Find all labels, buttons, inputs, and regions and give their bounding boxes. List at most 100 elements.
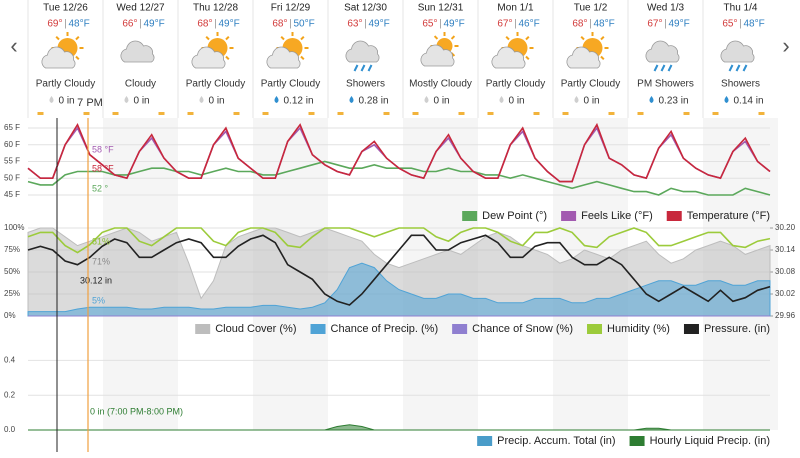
- y-tick-label: 0.4: [4, 356, 16, 365]
- low-temp: 49°F: [369, 19, 390, 30]
- sun-ray: [205, 35, 210, 41]
- next-arrow[interactable]: ›: [782, 33, 789, 58]
- legend-swatch: [561, 211, 577, 221]
- series-line: [27, 122, 771, 183]
- legend-swatch: [195, 324, 211, 334]
- legend-label: Chance of Precip. (%): [331, 323, 439, 335]
- condition: Partly Cloudy: [561, 79, 620, 90]
- high-temp: 65°: [422, 19, 437, 30]
- low-temp: 48°F: [594, 19, 615, 30]
- low-temp: 49°F: [219, 19, 240, 30]
- y2-tick-label: 30.14: [775, 245, 796, 254]
- cloud: [41, 46, 76, 69]
- precip-amount: 0.23 in: [659, 96, 689, 107]
- day-card: Sun 12/31 65° | 49°F Mostly Cloudy 0 in: [409, 3, 472, 115]
- condition: Mostly Cloudy: [409, 79, 472, 90]
- y-tick-label: 65 F: [4, 123, 20, 132]
- sun-marker: [562, 112, 569, 115]
- temp-sep: |: [289, 19, 292, 30]
- precip-amount: 0 in: [584, 96, 600, 107]
- y-tick-label: 0%: [4, 311, 16, 320]
- annotation: 71%: [92, 256, 110, 266]
- precip-amount: 0.12 in: [284, 96, 314, 107]
- y-tick-label: 50 F: [4, 173, 20, 182]
- precip-drop: [499, 96, 504, 103]
- temp-sep: |: [514, 19, 517, 30]
- day-label: Tue 12/26: [43, 3, 88, 14]
- cloud: [120, 40, 155, 63]
- sun-ray: [75, 55, 80, 61]
- annotation: 58 °F: [92, 144, 114, 154]
- sun-ray: [225, 35, 230, 41]
- y2-tick-label: 30.20: [775, 223, 796, 232]
- legend-label: Cloud Cover (%): [215, 323, 296, 335]
- y-tick-label: 0.0: [4, 425, 16, 434]
- sun-ray: [505, 35, 510, 41]
- legend-swatch: [666, 211, 682, 221]
- high-temp: 66°: [122, 19, 137, 30]
- sun-marker: [712, 112, 719, 115]
- precip-amount: 0.28 in: [359, 96, 389, 107]
- sun-marker: [37, 112, 44, 115]
- rain: [360, 64, 366, 72]
- legend-label: Hourly Liquid Precip. (in): [650, 435, 770, 447]
- y-tick-label: 45 F: [4, 190, 20, 199]
- day-card: Sat 12/30 63° | 49°F Showers 0.28 in: [337, 3, 390, 115]
- precip-drop: [724, 96, 729, 103]
- sun-marker: [187, 112, 194, 115]
- day-label: Fri 12/29: [271, 3, 311, 14]
- series-line: [27, 234, 771, 306]
- moon-marker: [458, 112, 465, 115]
- cloud: [420, 44, 455, 67]
- precip-drop: [574, 96, 579, 103]
- y-tick-label: 60 F: [4, 140, 20, 149]
- legend-swatch: [629, 436, 645, 446]
- series-area: [28, 424, 770, 431]
- low-temp: 46°F: [519, 19, 540, 30]
- high-temp: 68°: [572, 19, 587, 30]
- legend-label: Dew Point (°): [482, 210, 547, 222]
- condition: Partly Cloudy: [186, 79, 245, 90]
- sun-ray: [225, 55, 230, 61]
- day-label: Thu 12/28: [193, 3, 238, 14]
- annotation: 5%: [92, 295, 105, 305]
- precip-drop: [49, 96, 54, 103]
- annotation: 52 °: [92, 183, 109, 193]
- day-card: Thu 12/28 68° | 49°F Partly Cloudy 0 in: [186, 3, 245, 115]
- condition: Showers: [721, 79, 760, 90]
- precip-amount: 0 in: [209, 96, 225, 107]
- y2-tick-label: 29.96: [775, 311, 796, 320]
- condition: Cloudy: [125, 79, 156, 90]
- prev-arrow[interactable]: ‹: [10, 33, 17, 58]
- moon-marker: [83, 112, 90, 115]
- precip-amount: 0 in: [434, 96, 450, 107]
- sun-ray: [280, 35, 285, 41]
- day-card: Fri 12/29 68° | 50°F Partly Cloudy 0.12 in: [261, 3, 320, 115]
- sun-ray: [55, 35, 60, 41]
- y-tick-label: 55 F: [4, 157, 20, 166]
- sun-ray: [525, 55, 530, 61]
- rain: [735, 64, 741, 72]
- rain: [667, 64, 673, 72]
- cloud: [266, 46, 301, 69]
- legend-label: Precip. Accum. Total (in): [497, 435, 615, 447]
- rain: [728, 64, 734, 72]
- sun-ray: [300, 55, 305, 61]
- temp-sep: |: [664, 19, 667, 30]
- moon-marker: [533, 112, 540, 115]
- sun-ray: [433, 35, 439, 40]
- cloud: [645, 40, 680, 63]
- precip-drop: [274, 96, 279, 103]
- low-temp: 50°F: [294, 19, 315, 30]
- day-card: Mon 1/1 67° | 46°F Partly Cloudy 0 in: [486, 3, 545, 115]
- low-temp: 48°F: [744, 19, 765, 30]
- legend-swatch: [452, 324, 468, 334]
- high-temp: 67°: [497, 19, 512, 30]
- now-label: 7 PM: [77, 97, 103, 109]
- series-area: [27, 227, 771, 317]
- precip-amount: 0 in: [134, 96, 150, 107]
- cloud: [345, 40, 380, 63]
- y2-tick-label: 30.08: [775, 267, 796, 276]
- high-temp: 68°: [197, 19, 212, 30]
